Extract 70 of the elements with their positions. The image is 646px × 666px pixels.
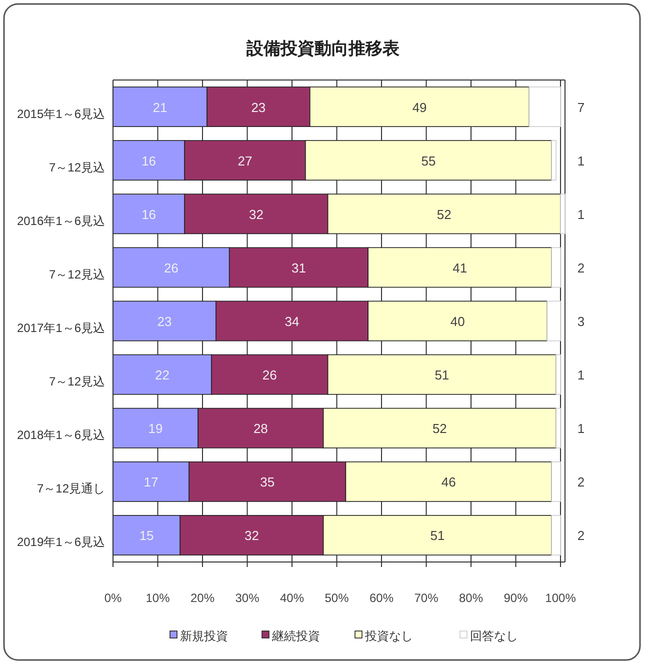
data-label: 21 <box>152 100 168 115</box>
y-tick-label: 2016年1～6見込 <box>16 214 105 228</box>
bar <box>546 300 561 342</box>
data-label: 1 <box>577 206 585 222</box>
data-label: 22 <box>154 368 170 383</box>
x-tick-label: 40% <box>280 591 304 605</box>
x-tick-label: 0% <box>104 591 122 605</box>
x-tick-label: 30% <box>235 591 260 605</box>
bar <box>556 354 561 395</box>
data-label: 51 <box>434 368 450 383</box>
data-label: 15 <box>139 528 154 544</box>
data-label: 3 <box>577 314 585 329</box>
data-label: 34 <box>284 314 300 329</box>
data-label: 52 <box>436 206 452 222</box>
bar <box>528 86 561 127</box>
legend-label: 新規投資 <box>180 629 228 643</box>
data-label: 17 <box>144 474 158 490</box>
legend-label: 回答なし <box>470 629 518 643</box>
data-label: 27 <box>238 153 252 168</box>
data-label: 35 <box>260 474 275 490</box>
bar <box>551 461 561 502</box>
y-tick-label: 7～12見込 <box>48 160 105 174</box>
y-tick-label: 7～12見通し <box>36 482 105 496</box>
data-label: 40 <box>450 314 465 329</box>
bar <box>551 140 556 181</box>
legend-label: 投資なし <box>364 629 413 643</box>
x-tick-label: 70% <box>414 591 439 605</box>
y-tick-label: 2017年1～6見込 <box>16 321 105 335</box>
y-tick-label: 7～12見込 <box>48 374 105 389</box>
bar <box>556 408 561 448</box>
bar <box>560 194 566 234</box>
x-tick-label: 100% <box>545 591 576 605</box>
data-label: 55 <box>421 153 436 168</box>
x-tick-label: 80% <box>459 591 484 605</box>
data-label: 2 <box>577 260 585 276</box>
data-label: 7 <box>577 100 585 115</box>
data-label: 1 <box>577 421 585 436</box>
data-label: 28 <box>253 421 268 436</box>
data-label: 1 <box>577 153 585 168</box>
chart-title: 設備投資動向推移表 <box>246 39 400 58</box>
bar <box>551 247 561 288</box>
data-label: 26 <box>262 368 277 383</box>
x-tick-label: 20% <box>190 591 215 605</box>
data-label: 32 <box>248 206 264 222</box>
x-tick-label: 10% <box>146 591 170 605</box>
data-label: 2 <box>577 474 585 490</box>
y-tick-label: 2019年1～6見込 <box>16 535 105 550</box>
data-label: 49 <box>412 100 427 115</box>
data-label: 41 <box>452 260 468 276</box>
x-tick-label: 90% <box>504 591 528 605</box>
data-label: 1 <box>577 368 585 383</box>
data-label: 32 <box>244 528 259 544</box>
x-tick-label: 60% <box>370 591 394 605</box>
data-label: 23 <box>251 100 266 115</box>
data-label: 26 <box>164 260 178 276</box>
data-label: 16 <box>142 153 156 168</box>
data-label: 23 <box>157 314 172 329</box>
y-tick-label: 7～12見込 <box>48 267 105 282</box>
data-label: 31 <box>291 260 306 276</box>
data-label: 16 <box>142 206 156 222</box>
x-tick-label: 50% <box>324 591 350 605</box>
data-label: 51 <box>430 528 445 544</box>
bar <box>551 515 561 556</box>
y-tick-label: 2018年1～6見込 <box>16 428 105 442</box>
data-label: 2 <box>577 528 585 544</box>
data-label: 52 <box>432 421 447 436</box>
data-label: 19 <box>148 421 163 436</box>
y-tick-label: 2015年1～6見込 <box>16 106 105 121</box>
legend-label: 継続投資 <box>271 629 320 643</box>
data-label: 46 <box>441 474 456 490</box>
